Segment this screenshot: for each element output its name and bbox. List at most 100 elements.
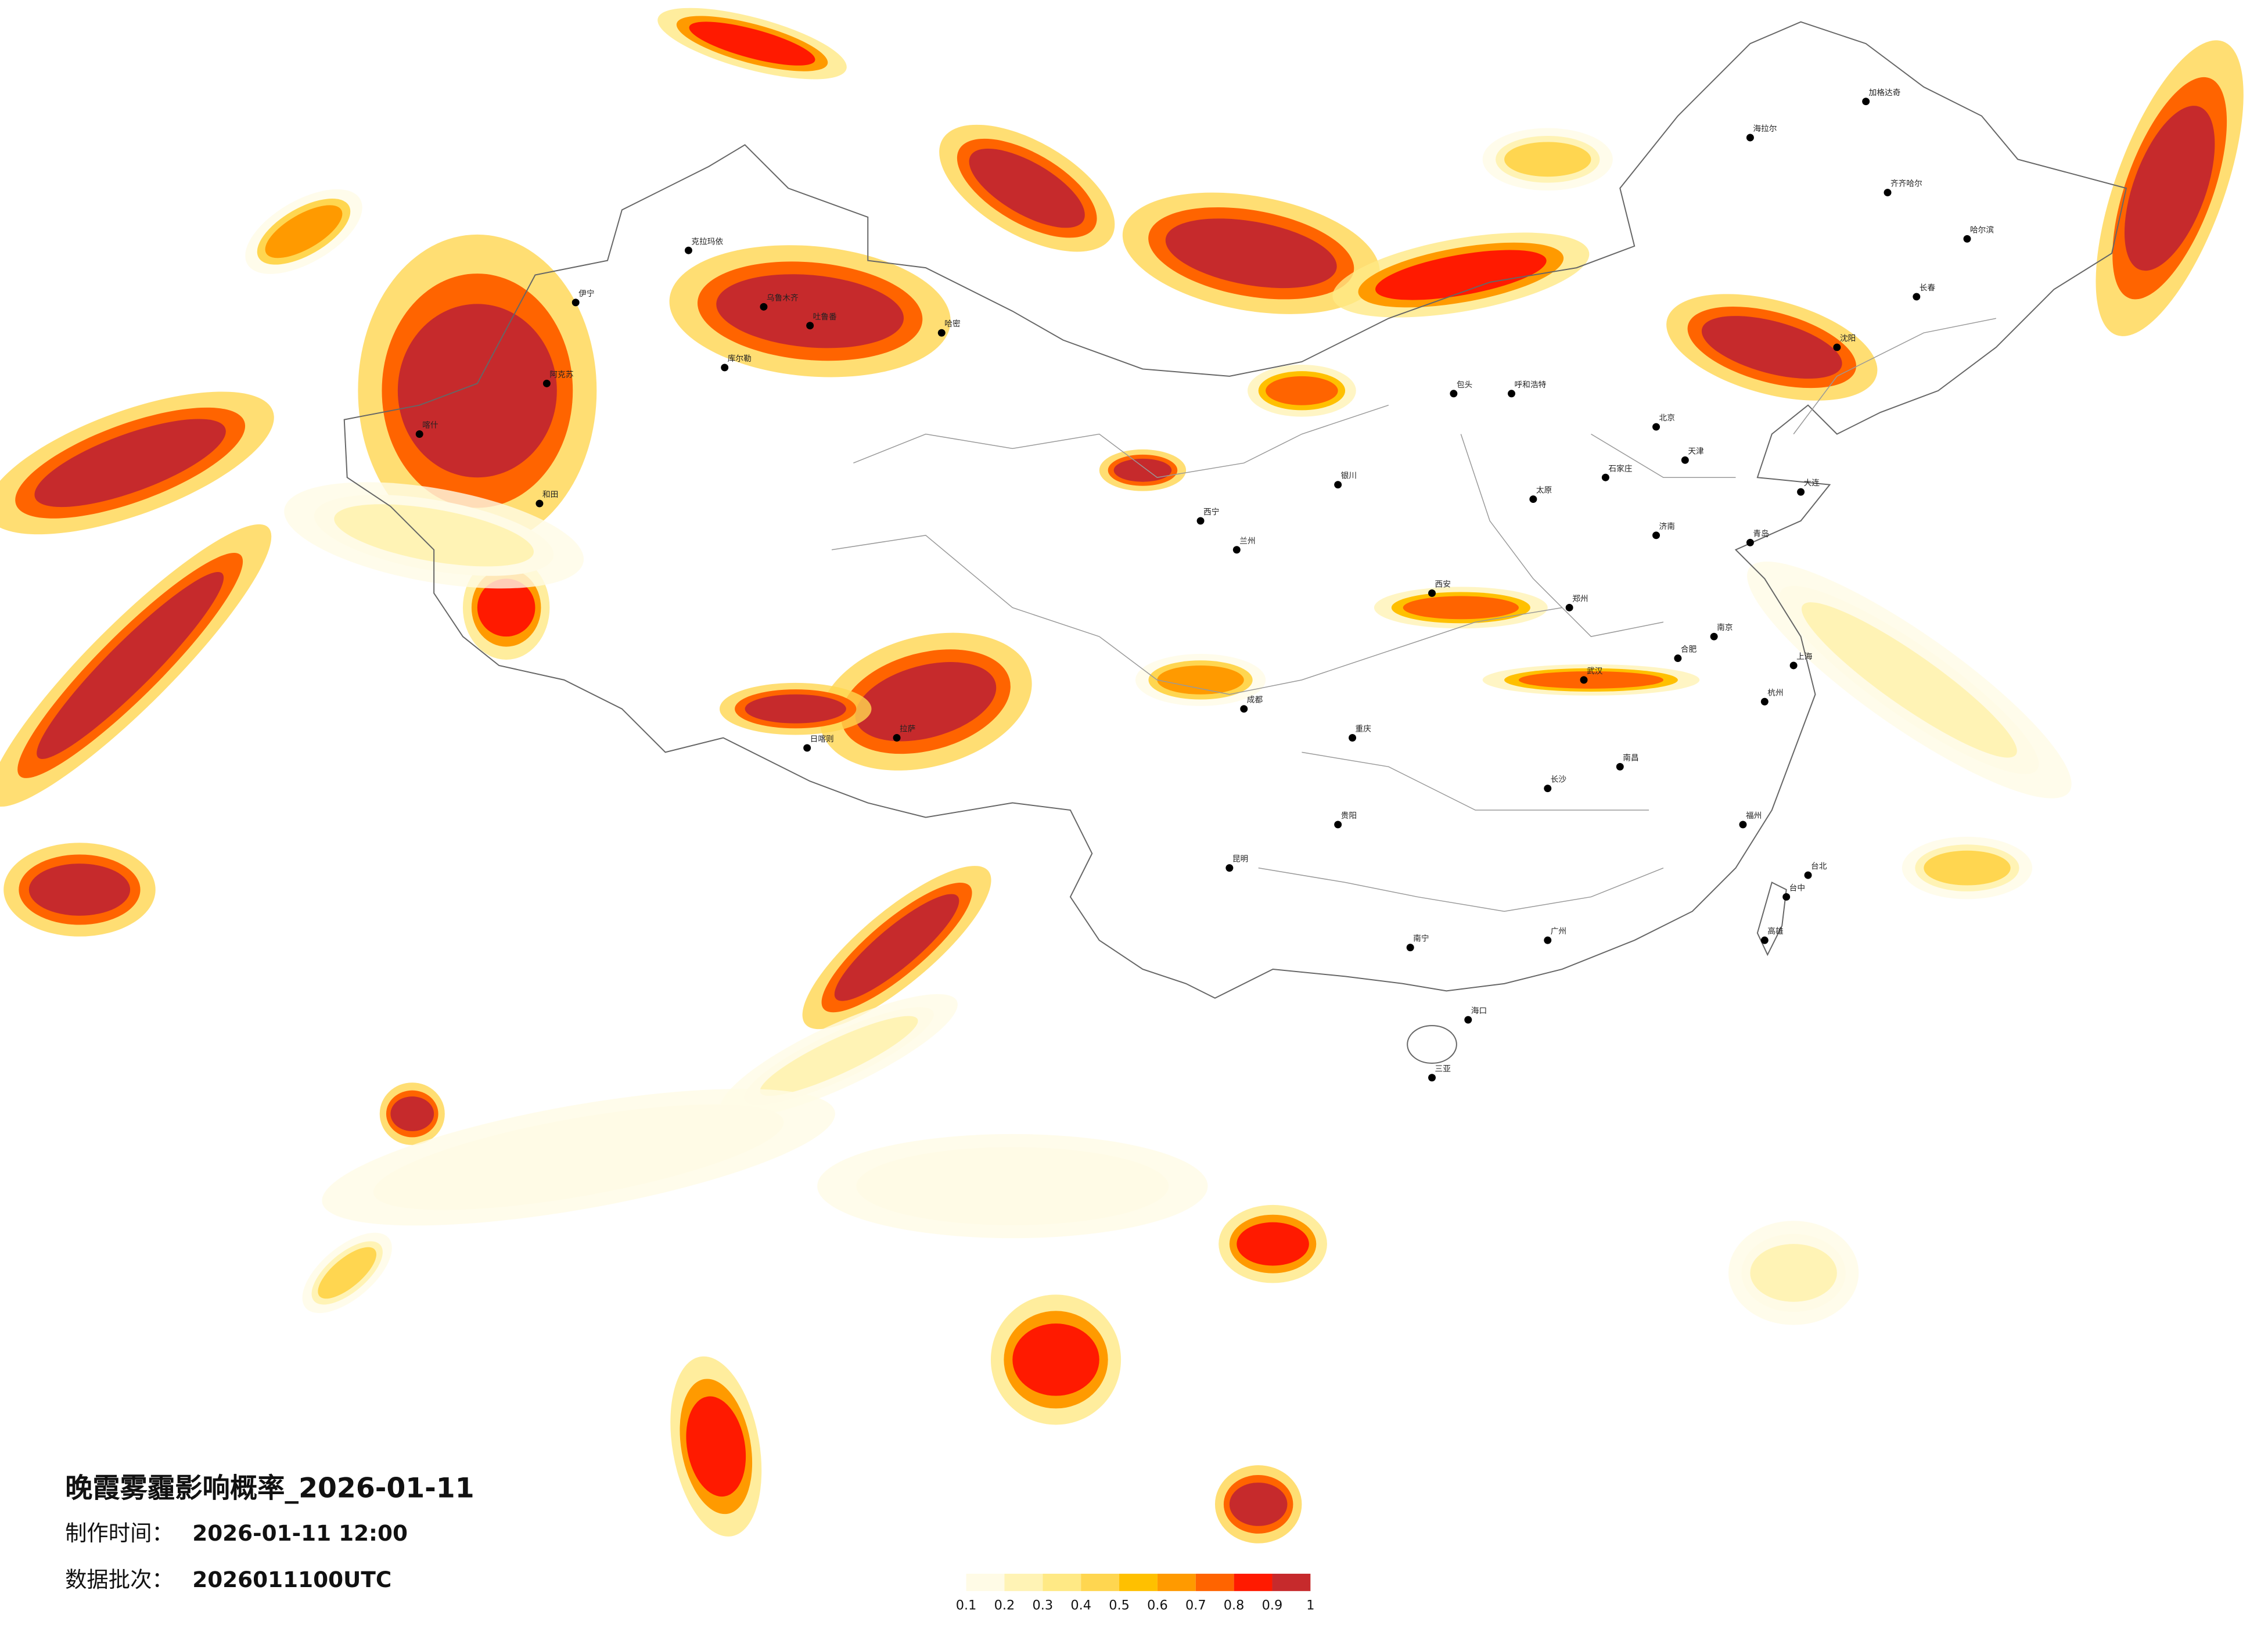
city-label: 银川	[1341, 472, 1357, 481]
city-dot	[806, 322, 814, 330]
haze-blob	[2096, 40, 2244, 336]
haze-blob	[720, 994, 958, 1118]
city-dot	[1450, 390, 1458, 398]
boundaries	[343, 21, 2127, 1064]
haze-core	[882, 1157, 1143, 1215]
legend-swatch	[1119, 1573, 1158, 1591]
haze-blob	[358, 234, 597, 547]
city-label: 西宁	[1203, 507, 1219, 517]
map-title: 晚霞雾霾影响概率_2026-01-11	[65, 1473, 475, 1505]
city-dot	[1789, 661, 1798, 670]
city-label: 哈尔滨	[1970, 225, 1994, 235]
city-label: 海口	[1471, 1006, 1487, 1016]
city-label: 齐齐哈尔	[1890, 179, 1922, 189]
haze-core	[318, 1247, 377, 1299]
city-label: 上海	[1796, 652, 1813, 661]
city-dot	[1616, 762, 1624, 771]
haze-blob	[1135, 654, 1266, 706]
city-dot	[1544, 936, 1552, 944]
city-dot	[1334, 481, 1342, 489]
city-label: 贵阳	[1341, 811, 1357, 821]
city-label: 青岛	[1753, 529, 1769, 538]
haze-core	[390, 1096, 434, 1131]
province-line	[831, 318, 1996, 912]
city-dot	[1739, 821, 1747, 829]
haze-core	[1012, 1323, 1099, 1396]
legend: 0.1 0.2 0.3 0.4 0.5 0.6 0.7 0.8 0.9 1	[956, 1573, 1314, 1613]
city-dot	[1652, 531, 1660, 539]
city-label: 南昌	[1623, 753, 1638, 762]
haze-blob	[990, 1294, 1122, 1425]
city-dot	[1580, 676, 1588, 684]
city-label: 重庆	[1356, 725, 1372, 734]
haze-blob	[3, 843, 156, 937]
legend-tick-label: 0.3	[1033, 1598, 1054, 1613]
haze-blob	[1482, 128, 1613, 191]
city-dot	[1746, 538, 1754, 546]
haze-blob	[669, 245, 951, 377]
city-label: 成都	[1247, 696, 1263, 705]
city-label: 台北	[1811, 862, 1827, 871]
city-label: 石家庄	[1608, 463, 1632, 473]
city-dot	[1196, 517, 1205, 525]
city-dot	[415, 430, 423, 438]
haze-core	[686, 1396, 746, 1497]
haze-core	[716, 274, 904, 348]
legend-tick-label: 0.1	[956, 1598, 977, 1613]
haze-blob	[245, 189, 362, 274]
legend-swatch	[1081, 1573, 1120, 1591]
haze-core	[1266, 376, 1338, 405]
island-outline	[1407, 1025, 1457, 1064]
made-time-label: 制作时间：	[65, 1520, 174, 1546]
city-label: 福州	[1746, 811, 1762, 821]
haze-blob	[1902, 836, 2033, 900]
haze-blob	[802, 866, 991, 1030]
city-dot	[1681, 456, 1689, 464]
haze-core	[855, 662, 997, 742]
city-dot	[1782, 893, 1791, 901]
city-dot	[1652, 423, 1660, 431]
city-label: 喀什	[422, 421, 438, 430]
city-label: 郑州	[1572, 594, 1588, 603]
city-dot	[1240, 705, 1248, 713]
city-dot	[535, 499, 544, 508]
city-label: 杭州	[1767, 688, 1783, 697]
haze-core	[1229, 1483, 1288, 1526]
city-dot	[572, 298, 580, 307]
city-label: 长沙	[1551, 775, 1567, 785]
city-label: 库尔勒	[728, 354, 752, 364]
city-label: 南宁	[1413, 934, 1429, 944]
haze-core	[834, 894, 959, 1001]
city-dot	[684, 246, 692, 254]
haze-blob	[719, 682, 872, 735]
city-dot	[1913, 293, 1921, 301]
city-label: 济南	[1659, 522, 1675, 531]
haze-blob	[302, 1232, 392, 1314]
batch: 2026011100UTC	[192, 1567, 391, 1592]
city-dot	[803, 744, 811, 752]
city-dot	[893, 734, 901, 742]
city-dot	[1349, 734, 1357, 742]
city-label: 乌鲁木齐	[767, 293, 799, 303]
legend-tick-label: 0.6	[1147, 1598, 1168, 1613]
city-label: 呼和浩特	[1514, 380, 1546, 390]
country-outline	[343, 21, 2127, 999]
legend-swatch	[1272, 1573, 1311, 1591]
city-label: 加格达奇	[1869, 88, 1901, 98]
haze-blob	[1747, 562, 2072, 798]
legend-swatch	[1004, 1573, 1043, 1591]
city-label: 吐鲁番	[813, 312, 837, 322]
city-label: 克拉玛依	[691, 237, 723, 246]
city-dot	[1508, 390, 1515, 398]
haze-blob	[939, 124, 1115, 252]
haze-blob	[817, 1134, 1208, 1239]
haze-core	[397, 304, 557, 478]
city-label: 日喀则	[810, 735, 834, 744]
haze-core	[2124, 106, 2215, 271]
haze-core	[689, 21, 815, 66]
haze-core	[969, 148, 1085, 228]
legend-tick-label: 0.5	[1109, 1598, 1130, 1613]
legend-swatch	[966, 1573, 1005, 1591]
city-label: 武汉	[1587, 667, 1603, 676]
